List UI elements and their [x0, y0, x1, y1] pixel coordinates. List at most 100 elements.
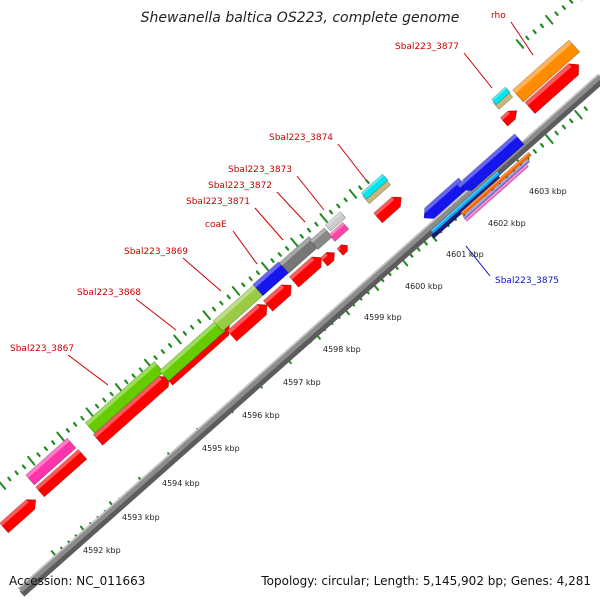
label-leader-line	[232, 230, 258, 265]
gene-feature	[419, 177, 469, 219]
accession-text: Accession: NC_011663	[9, 574, 146, 588]
kbp-label: 4595 kbp	[202, 444, 240, 453]
cds-feature	[0, 499, 37, 534]
gene-label: Sbal223_3872	[208, 181, 272, 191]
kbp-label: 4602 kbp	[488, 219, 526, 228]
scale-minor-tick	[358, 185, 363, 191]
gene-label: Sbal223_3875	[495, 276, 559, 286]
gene-feature	[360, 173, 389, 200]
label-leader-line	[296, 175, 325, 211]
scale-minor-tick	[219, 300, 224, 306]
gene-label: Sbal223_3868	[77, 288, 141, 298]
scale-minor-tick	[241, 282, 246, 288]
scale-major-tick	[319, 213, 328, 223]
scale-major-tick	[545, 14, 554, 25]
kbp-label: 4594 kbp	[162, 479, 200, 488]
scale-minor-tick	[51, 440, 56, 445]
scale-minor-tick	[190, 324, 195, 330]
label-leader-line	[135, 298, 177, 331]
cds-feature	[226, 303, 268, 342]
scale-minor-tick	[160, 349, 165, 354]
cds-feature	[499, 110, 518, 127]
scale-minor-tick	[328, 209, 334, 215]
scale-minor-tick	[299, 234, 304, 239]
scale-minor-tick	[131, 373, 136, 379]
scale-minor-tick	[182, 331, 187, 336]
scale-minor-tick	[336, 203, 341, 209]
summary-text: Topology: circular; Length: 5,145,902 bp…	[261, 574, 591, 588]
kbp-label: 4598 kbp	[323, 345, 361, 354]
scale-major-tick	[85, 407, 94, 418]
label-leader-line	[276, 191, 306, 223]
scale-minor-tick	[14, 470, 19, 476]
scale-minor-tick	[539, 143, 545, 148]
scale-major-tick	[348, 189, 358, 199]
kbp-label: 4601 kbp	[446, 250, 484, 259]
gene-label: Sbal223_3869	[124, 247, 188, 257]
label-leader-line	[182, 257, 222, 292]
scale-minor-tick	[568, 0, 574, 4]
scale-minor-tick	[65, 428, 70, 433]
scale-minor-tick	[525, 35, 530, 41]
scale-minor-tick	[554, 11, 559, 16]
scale-minor-tick	[306, 227, 312, 233]
scale-major-tick	[290, 237, 299, 248]
scale-major-tick	[202, 310, 211, 320]
scale-major-tick	[574, 109, 583, 120]
scale-major-tick	[173, 334, 182, 345]
kbp-label: 4592 kbp	[83, 546, 121, 555]
gene-feature	[212, 284, 264, 332]
cds-feature	[35, 448, 88, 498]
scale-minor-tick	[270, 258, 275, 263]
cds-feature	[319, 251, 335, 267]
gene-feature	[491, 86, 511, 106]
cds-feature	[288, 256, 322, 288]
scale-minor-tick	[7, 476, 12, 482]
cds-feature	[262, 284, 292, 312]
kbp-label: 4600 kbp	[405, 282, 443, 291]
label-leader-line	[67, 354, 109, 386]
scale-minor-tick	[248, 276, 253, 282]
scale-minor-tick	[36, 452, 41, 457]
gene-label: Sbal223_3877	[395, 42, 459, 52]
scale-minor-tick	[124, 379, 129, 385]
scale-minor-tick	[539, 23, 545, 29]
scale-minor-tick	[168, 343, 173, 348]
scale-minor-tick	[21, 464, 27, 470]
scale-minor-tick	[109, 391, 114, 397]
kbp-label: 4599 kbp	[364, 313, 402, 322]
scale-minor-tick	[343, 197, 348, 203]
scale-major-tick	[56, 431, 65, 442]
scale-major-tick	[114, 383, 124, 393]
kbp-label: 4597 kbp	[283, 378, 321, 387]
scale-minor-tick	[314, 221, 319, 227]
scale-minor-tick	[561, 5, 567, 10]
cds-feature	[373, 196, 402, 224]
gene-feature	[460, 151, 532, 216]
gene-label: Sbal223_3873	[228, 165, 292, 175]
scale-minor-tick	[138, 367, 143, 373]
gene-feature	[464, 163, 529, 222]
scale-major-tick	[231, 286, 241, 296]
upper-scale-line-right	[515, 0, 583, 49]
gene-feature	[512, 39, 581, 103]
gene-feature	[158, 319, 227, 382]
label-leader-line	[463, 52, 493, 89]
gene-label: Sbal223_3871	[186, 197, 250, 207]
map-title: Shewanella baltica OS223, complete genom…	[140, 10, 460, 26]
scale-major-tick	[0, 481, 7, 490]
scale-minor-tick	[80, 415, 85, 421]
gene-feature	[430, 170, 501, 234]
scale-minor-tick	[423, 240, 428, 246]
scale-minor-tick	[72, 422, 78, 427]
gene-feature	[328, 221, 350, 242]
scale-major-tick	[261, 261, 270, 272]
label-leader-line	[254, 207, 284, 241]
scale-minor-tick	[43, 446, 49, 451]
cds-feature	[336, 244, 348, 256]
gene-feature	[25, 437, 77, 486]
gene-feature	[324, 211, 347, 232]
scale-minor-tick	[532, 29, 537, 35]
